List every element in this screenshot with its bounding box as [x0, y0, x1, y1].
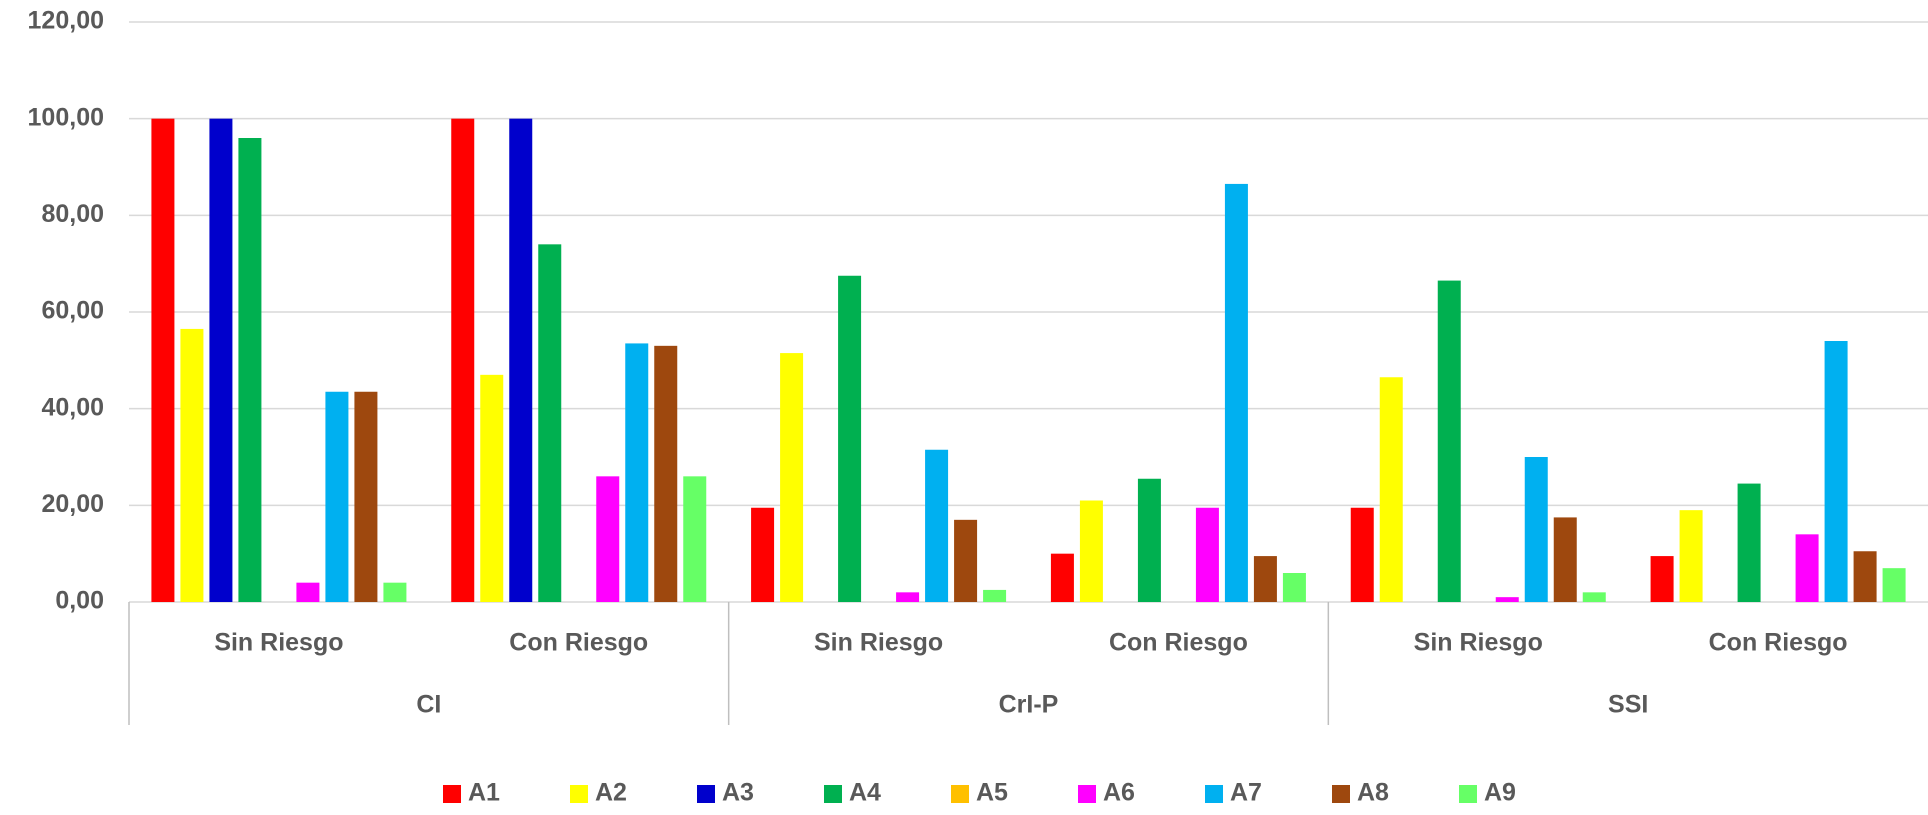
- bar: [180, 328, 204, 602]
- x-tick-label: Sin Riesgo: [214, 629, 343, 657]
- bar: [1282, 573, 1306, 602]
- legend-label: A8: [1357, 779, 1389, 807]
- y-tick-label: 120,00: [28, 7, 104, 35]
- legend-swatch: [1332, 785, 1350, 803]
- bar: [538, 244, 562, 603]
- bar: [1524, 457, 1548, 602]
- group-label: CrI-P: [999, 691, 1059, 719]
- legend-swatch: [951, 785, 969, 803]
- legend-label: A1: [468, 779, 500, 807]
- x-tick-label: Con Riesgo: [1709, 629, 1848, 657]
- bar: [451, 118, 475, 603]
- legend-label: A7: [1230, 779, 1262, 807]
- bar: [1582, 592, 1606, 602]
- y-tick-label: 60,00: [41, 297, 104, 325]
- legend-swatch: [1205, 785, 1223, 803]
- y-tick-label: 20,00: [41, 490, 104, 518]
- bar: [296, 582, 320, 602]
- bar: [1350, 507, 1374, 602]
- bar: [238, 138, 262, 602]
- x-tick-label: Sin Riesgo: [814, 629, 943, 657]
- bar: [1650, 556, 1674, 602]
- bar: [209, 118, 233, 603]
- bar: [480, 374, 504, 602]
- y-tick-label: 80,00: [41, 200, 104, 228]
- legend-swatch: [1078, 785, 1096, 803]
- legend-label: A6: [1103, 779, 1135, 807]
- bar: [625, 343, 649, 602]
- bar: [1079, 500, 1103, 602]
- legend-swatch: [1459, 785, 1477, 803]
- bar: [1824, 341, 1848, 602]
- bar: [509, 118, 533, 603]
- bar: [896, 592, 920, 602]
- bar: [1495, 597, 1519, 602]
- bar: [1253, 556, 1277, 602]
- legend-label: A5: [976, 779, 1008, 807]
- bar: [1379, 377, 1403, 602]
- bar: [780, 353, 804, 602]
- bar: [925, 449, 949, 602]
- legend-label: A3: [722, 779, 754, 807]
- bar: [1679, 510, 1703, 602]
- bar: [1195, 507, 1219, 602]
- bar: [1224, 183, 1248, 602]
- bar: [683, 476, 707, 602]
- bar: [751, 507, 775, 602]
- bar: [383, 582, 407, 602]
- bar: [983, 589, 1007, 602]
- bar: [1882, 568, 1906, 602]
- legend-swatch: [824, 785, 842, 803]
- bar: [1137, 478, 1161, 602]
- bar: [654, 345, 678, 602]
- bar: [596, 476, 620, 602]
- bar: [1795, 534, 1819, 602]
- bar: [354, 391, 378, 602]
- group-label: CI: [416, 691, 441, 719]
- bar: [1050, 553, 1074, 602]
- y-tick-label: 40,00: [41, 393, 104, 421]
- bar: [151, 118, 175, 603]
- bar: [1553, 517, 1577, 602]
- group-label: SSI: [1608, 691, 1648, 719]
- y-tick-label: 0,00: [55, 587, 104, 615]
- bar: [1853, 551, 1877, 602]
- bar: [838, 275, 862, 602]
- bar: [954, 519, 978, 602]
- legend-label: A9: [1484, 779, 1516, 807]
- bar: [1737, 483, 1761, 602]
- x-tick-label: Con Riesgo: [1109, 629, 1248, 657]
- legend-label: A4: [849, 779, 881, 807]
- legend-swatch: [570, 785, 588, 803]
- legend-label: A2: [595, 779, 627, 807]
- legend-swatch: [697, 785, 715, 803]
- legend-swatch: [443, 785, 461, 803]
- x-tick-label: Sin Riesgo: [1414, 629, 1543, 657]
- bar: [325, 391, 349, 602]
- bar: [1437, 280, 1461, 602]
- y-tick-label: 100,00: [28, 103, 104, 131]
- x-tick-label: Con Riesgo: [509, 629, 648, 657]
